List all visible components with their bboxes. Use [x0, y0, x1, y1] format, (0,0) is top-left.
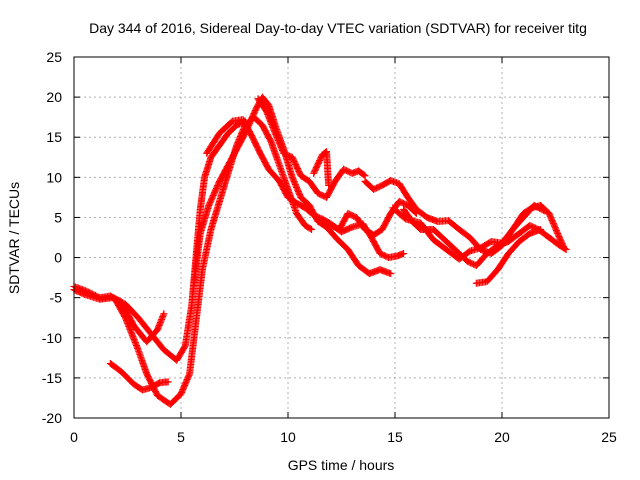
- y-tick-label: 25: [46, 49, 62, 65]
- y-tick-label: 15: [46, 129, 62, 145]
- series-arc-m: [472, 225, 545, 287]
- y-tick-label: 0: [54, 250, 62, 266]
- tick-labels: 0 5 10 15 20 25 -20 -15 -10 -5 0 5 10 15 20 25: [42, 49, 617, 445]
- data-points: [70, 93, 570, 408]
- y-tick-label: 5: [54, 209, 62, 225]
- series-arc-b: [70, 282, 168, 346]
- y-tick-label: -10: [42, 330, 62, 346]
- y-tick-label: -15: [42, 370, 62, 386]
- y-axis-label: SDTVAR / TECUs: [6, 182, 22, 294]
- x-axis-label: GPS time / hours: [288, 457, 395, 473]
- series-arc-l: [389, 201, 549, 263]
- series-arc-c: [106, 359, 172, 394]
- series-arc-h: [310, 148, 333, 189]
- data-point: [306, 225, 314, 233]
- data-point: [561, 245, 569, 253]
- x-tick-label: 15: [387, 429, 403, 445]
- data-point: [539, 206, 547, 214]
- data-point: [160, 310, 168, 318]
- x-tick-label: 10: [280, 429, 296, 445]
- x-tick-label: 0: [70, 429, 78, 445]
- x-tick-label: 5: [177, 429, 185, 445]
- x-tick-label: 20: [494, 429, 510, 445]
- y-tick-label: 10: [46, 169, 62, 185]
- plot-frame: [73, 56, 610, 419]
- y-tick-label: -5: [50, 290, 63, 306]
- data-point: [164, 378, 172, 386]
- series-arc-a: [70, 117, 249, 364]
- series-arc-g: [254, 95, 369, 201]
- data-point: [541, 207, 549, 215]
- chart-title: Day 344 of 2016, Sidereal Day-to-day VTE…: [89, 20, 587, 36]
- data-point: [185, 371, 193, 379]
- data-point: [360, 171, 368, 179]
- data-point: [325, 181, 333, 189]
- y-tick-label: -20: [42, 410, 62, 426]
- data-point: [537, 225, 545, 233]
- data-point: [562, 246, 570, 254]
- data-point: [308, 225, 316, 233]
- data-point: [400, 250, 408, 258]
- x-tick-label: 25: [601, 429, 617, 445]
- data-point: [387, 270, 395, 278]
- y-tick-label: 20: [46, 89, 62, 105]
